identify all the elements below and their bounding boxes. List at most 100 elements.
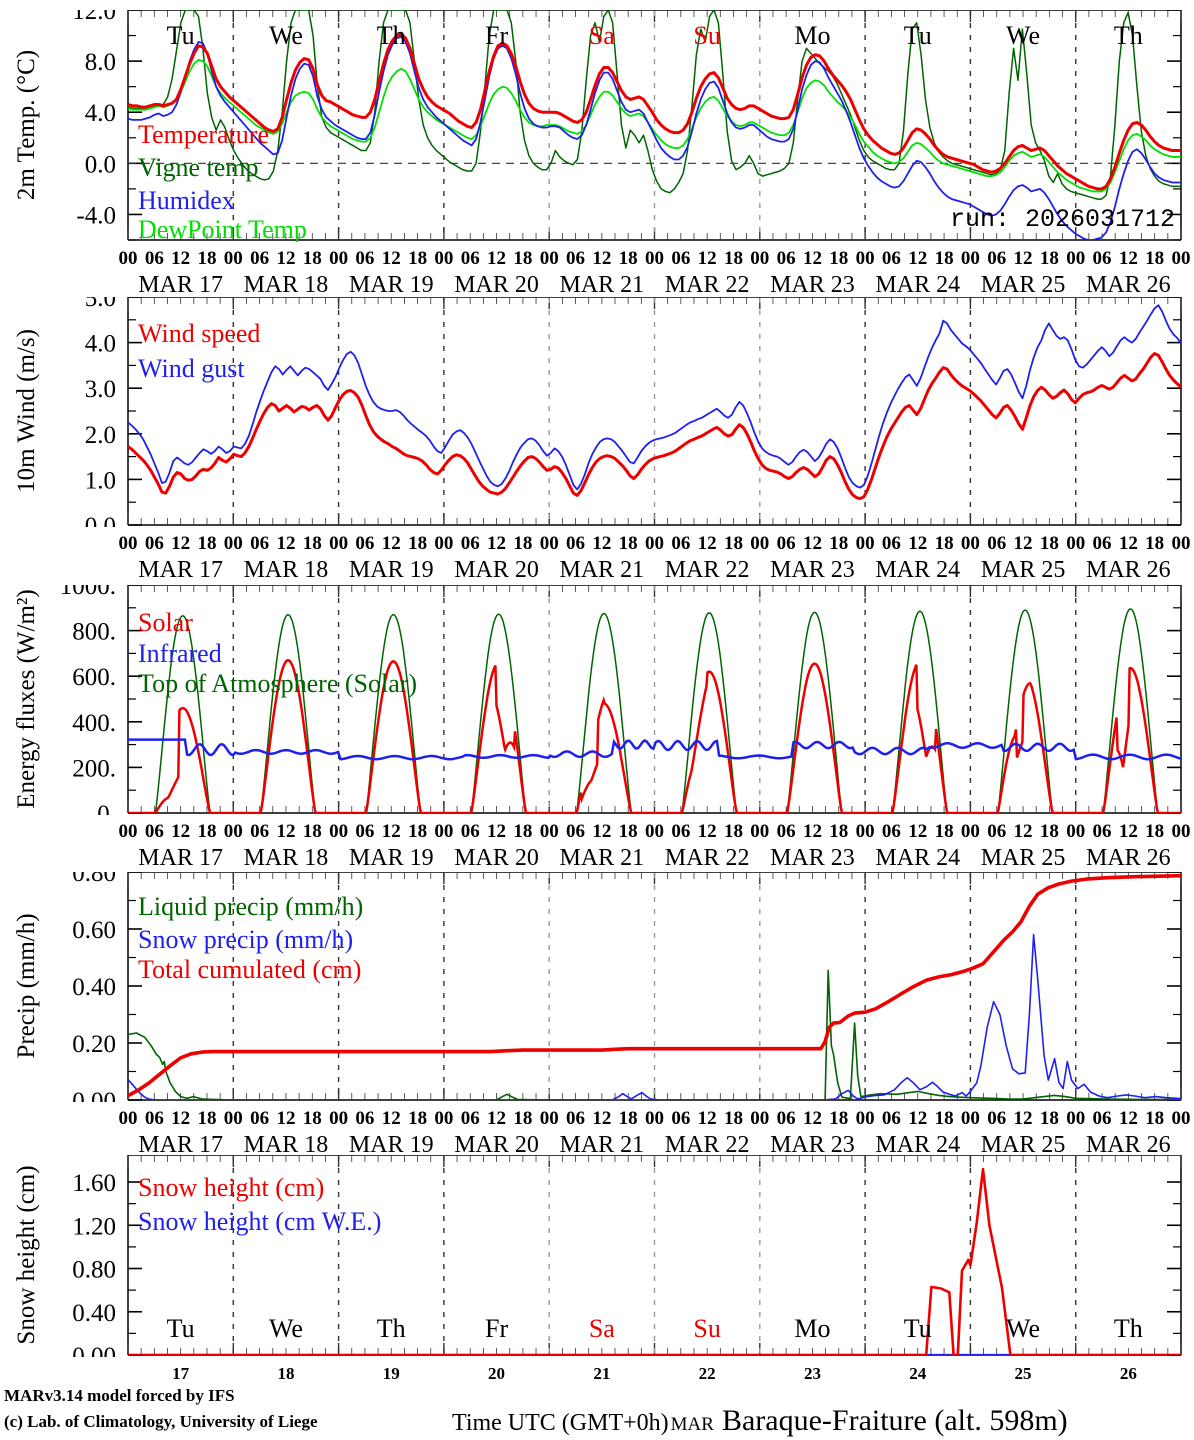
day-name-label: Sa	[589, 21, 615, 50]
x-hour-label: 12	[908, 1108, 927, 1129]
x-hour-label: 18	[935, 248, 954, 269]
x-hour-label: 06	[250, 821, 269, 842]
series-total-cumulated	[128, 873, 1181, 1098]
precip-chart: 0.00 0.20 0.40 0.60 0.80 Precip (mm/h) Liquid …	[13, 872, 1182, 1102]
x-hour-label: 18	[513, 1108, 532, 1129]
x-hour-label: 12	[276, 1108, 295, 1129]
x-hour-label: 12	[1014, 821, 1033, 842]
y-tick-label: 0.	[97, 801, 116, 815]
x-date-label: MAR 26	[1086, 1132, 1171, 1158]
x-hour-label: 18	[619, 821, 638, 842]
x-hour-label: 06	[145, 533, 164, 554]
x-hour-label: 00	[119, 248, 138, 269]
x-hour-label: 00	[540, 821, 559, 842]
x-date-label: MAR 25	[981, 272, 1066, 298]
x-hour-label: 12	[1119, 1108, 1138, 1129]
y-tick-label: 0.40	[72, 974, 116, 1001]
y-tick-label: 0.0	[85, 513, 116, 527]
y-axis-title: 10m Wind (m/s)	[13, 329, 40, 493]
x-hour-label: 12	[487, 1108, 506, 1129]
y-tick-label: -4.0	[76, 202, 116, 229]
x-date-label: MAR 24	[875, 845, 960, 871]
y-axis-title: Energy fluxes (W/m²)	[13, 589, 40, 808]
x-hour-label: 06	[987, 1108, 1006, 1129]
x-date-label: MAR 26	[1086, 845, 1171, 871]
x-hour-label: 18	[619, 533, 638, 554]
bottom-day-number: 17	[172, 1364, 190, 1383]
x-date-label: MAR 20	[454, 845, 539, 871]
x-hour-label: 00	[119, 533, 138, 554]
x-hour-label: 00	[224, 821, 243, 842]
x-hour-label: 06	[777, 821, 796, 842]
x-hour-label: 12	[1119, 248, 1138, 269]
x-hour-label: 18	[303, 533, 322, 554]
panel-wind: 0.0 1.0 2.0 3.0 4.0 5.0 10m Wind (m/s) Wind spe…	[0, 297, 1194, 585]
x-hour-label: 00	[750, 1108, 769, 1129]
x-hour-label: 18	[724, 533, 743, 554]
bottom-day-number: 19	[383, 1364, 400, 1383]
x-hour-label: 06	[882, 248, 901, 269]
y-tick-label: 2.0	[85, 422, 116, 449]
x-hour-label: 06	[566, 248, 585, 269]
x-hour-label: 18	[303, 1108, 322, 1129]
panel-snow-height: 0.00 0.40 0.80 1.20 1.60 Snow height (cm) Snow…	[0, 1155, 1194, 1435]
x-hour-label: 18	[1145, 533, 1164, 554]
x-hour-label: 06	[671, 248, 690, 269]
x-hour-label: 06	[566, 1108, 585, 1129]
legend-item: Infrared	[138, 639, 222, 668]
series-solar	[128, 659, 1181, 813]
bottom-day-number: 18	[277, 1364, 294, 1383]
day-name-label: Tu	[904, 21, 932, 50]
y-tick-label: 4.0	[85, 331, 116, 358]
x-hour-label: 06	[987, 821, 1006, 842]
x-hour-label: 06	[566, 533, 585, 554]
x-hour-label: 12	[382, 821, 401, 842]
x-hour-label: 00	[329, 821, 348, 842]
x-hour-label: 00	[856, 1108, 875, 1129]
x-date-label: MAR 24	[875, 557, 960, 583]
x-date-label: MAR 23	[770, 845, 855, 871]
x-hour-label: 12	[1014, 1108, 1033, 1129]
panel-precip: 0.00 0.20 0.40 0.60 0.80 Precip (mm/h) Liquid …	[0, 872, 1194, 1160]
x-date-label: MAR 21	[560, 557, 645, 583]
x-hour-label: 06	[461, 533, 480, 554]
x-hour-label: 00	[329, 533, 348, 554]
x-hour-label: 18	[935, 533, 954, 554]
day-name-label: Tu	[167, 21, 195, 50]
x-hour-label: 00	[750, 533, 769, 554]
day-name-label: Sa	[589, 1314, 615, 1343]
x-date-label: MAR 17	[138, 557, 223, 583]
energy-fluxes-chart: 0. 200. 400. 600. 800. 1000. Energy fluxes (W/…	[13, 585, 1182, 815]
legend-item: Liquid precip (mm/h)	[138, 892, 363, 921]
x-hour-label: 00	[1172, 533, 1191, 554]
x-hour-label: 00	[856, 533, 875, 554]
x-hour-label: 06	[882, 821, 901, 842]
y-tick-label: 4.0	[85, 100, 116, 127]
y-tick-label: 1.60	[72, 1170, 116, 1197]
x-hour-label: 18	[408, 248, 427, 269]
series-wind-gust	[128, 304, 1181, 491]
x-date-label: MAR 22	[665, 272, 750, 298]
x-hour-label: 18	[197, 821, 216, 842]
y-tick-label: 0.80	[72, 872, 116, 887]
x-hour-label: 00	[1066, 1108, 1085, 1129]
y-tick-label: 0.0	[85, 151, 116, 178]
y-tick-label: 200.	[72, 755, 116, 782]
day-name-label: Th	[377, 21, 406, 50]
series-wind-speed	[128, 352, 1181, 501]
x-hour-label: 00	[434, 821, 453, 842]
x-date-label: MAR 21	[560, 1132, 645, 1158]
series-liquid-precip	[128, 969, 1181, 1100]
x-hour-label: 00	[856, 248, 875, 269]
x-hour-label: 06	[1093, 533, 1112, 554]
x-date-label: MAR 26	[1086, 557, 1171, 583]
y-tick-label: 1.20	[72, 1213, 116, 1240]
run-label: run: 2026031712	[950, 205, 1175, 234]
legend-item: Snow precip (mm/h)	[138, 925, 353, 954]
x-hour-label: 06	[671, 1108, 690, 1129]
panel-temperature: -4.0 0.0 4.0 8.0 12.0 2m Temp. (°C) Tu We Th Fr Sa…	[0, 10, 1194, 300]
day-name-label: Su	[693, 21, 720, 50]
x-hour-label: 12	[171, 1108, 190, 1129]
x-hour-label: 12	[803, 533, 822, 554]
bottom-day-number: 26	[1120, 1364, 1137, 1383]
